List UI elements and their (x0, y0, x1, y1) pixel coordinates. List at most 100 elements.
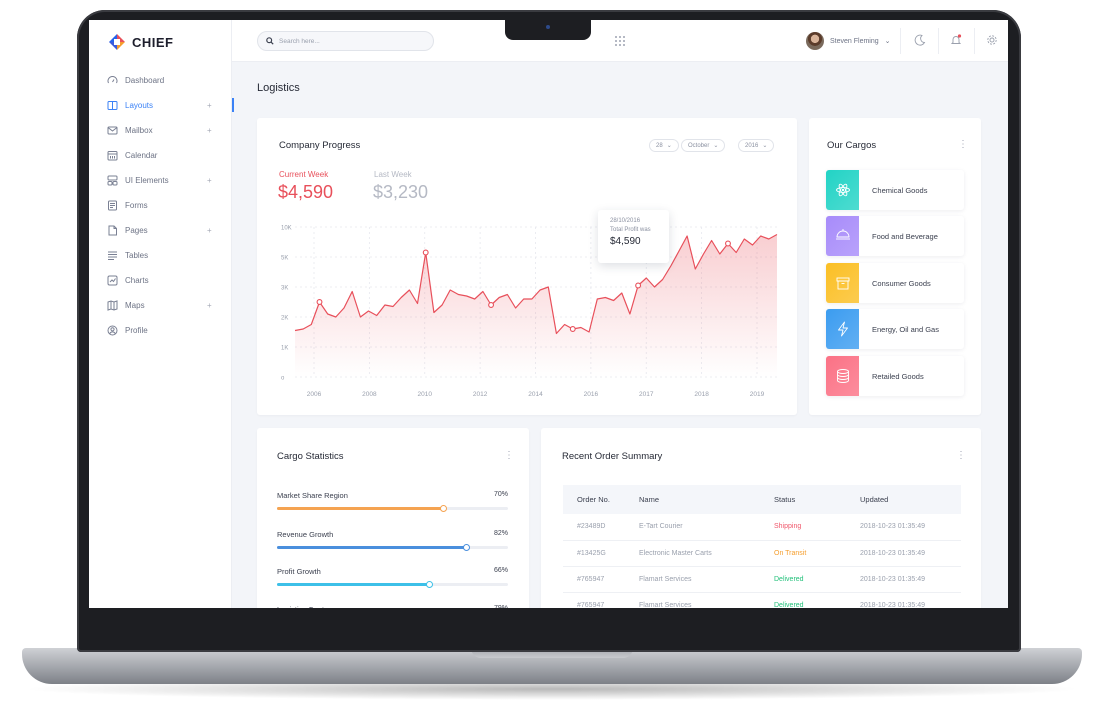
sidebar-item-charts[interactable]: Charts (89, 268, 232, 293)
x-tick-label: 2016 (584, 391, 599, 398)
sidebar-item-maps[interactable]: Maps + (89, 293, 232, 318)
status-badge: On Transit (774, 540, 860, 567)
stat-label: Revenue Growth (277, 530, 334, 539)
gear-icon[interactable] (986, 34, 998, 46)
progress-track (277, 505, 508, 512)
cargo-item[interactable]: Consumer Goods (826, 263, 964, 303)
sidebar-item-dashboard[interactable]: Dashboard (89, 68, 232, 93)
progress-handle[interactable] (425, 581, 433, 588)
stat-row: Logistics Centers79% (277, 605, 508, 608)
order-number: #13425G (563, 540, 639, 567)
x-tick-label: 2010 (418, 391, 433, 398)
cargo-label: Consumer Goods (872, 278, 931, 288)
sidebar-item-calendar[interactable]: Calendar (89, 143, 232, 168)
column-header[interactable]: Name (639, 485, 774, 514)
order-number: #23489D (563, 514, 639, 541)
month-select[interactable]: October ⌄ (681, 139, 726, 152)
sidebar-item-ui-elements[interactable]: UI Elements + (89, 168, 232, 193)
progress-handle[interactable] (439, 505, 447, 512)
cargo-tile (826, 263, 859, 303)
search-input[interactable]: Search here... (257, 31, 434, 51)
brand-logo[interactable]: CHIEF (108, 32, 174, 52)
moon-icon[interactable] (914, 34, 926, 46)
progress-handle[interactable] (462, 544, 470, 551)
progress-track (277, 581, 508, 588)
column-header[interactable]: Status (774, 485, 860, 514)
stat-row: Market Share Region 70% (277, 491, 508, 512)
y-tick-label: 2K (281, 316, 288, 322)
stat-percent: 66% (493, 567, 508, 574)
brand-name: CHIEF (132, 34, 174, 50)
stat-label: Profit Growth (277, 567, 321, 576)
cargo-label: Retailed Goods (872, 371, 924, 381)
stat-label: Market Share Region (277, 491, 348, 500)
table-icon (107, 250, 118, 261)
sidebar-item-forms[interactable]: Forms (89, 193, 232, 218)
sidebar-item-tables[interactable]: Tables (89, 243, 232, 268)
page-title: Logistics (257, 82, 300, 94)
cargo-item[interactable]: Retailed Goods (826, 356, 964, 396)
sidebar-item-profile[interactable]: Profile (89, 318, 232, 343)
day-select[interactable]: 28 ⌄ (649, 139, 679, 152)
status-badge: Delivered (774, 592, 860, 608)
sidebar-item-mailbox[interactable]: Mailbox + (89, 118, 232, 143)
sidebar-item-label: Pages (125, 226, 148, 235)
expand-icon[interactable]: + (207, 226, 212, 235)
sidebar-item-pages[interactable]: Pages + (89, 218, 232, 243)
status-badge: Delivered (774, 566, 860, 593)
more-icon[interactable]: ⋮ (958, 139, 968, 150)
updated-time: 2018-10-23 01:35:49 (860, 514, 961, 541)
expand-icon[interactable]: + (207, 101, 212, 110)
apps-grid-icon[interactable] (615, 36, 625, 46)
pages-icon (107, 225, 118, 236)
company-progress-card: Company Progress 28 ⌄ October ⌄ 2016 ⌄ Curr… (257, 118, 797, 415)
x-tick-label: 2012 (473, 391, 488, 398)
progress-chart[interactable]: o 1K 2K 3K 5K 10K 2006 2008 2010 2012 2014 2016 2017… (257, 118, 797, 415)
cargo-item[interactable]: Chemical Goods (826, 170, 964, 210)
y-tick-label: 10K (281, 226, 292, 232)
table-row[interactable]: #23489D E-Tart Courier Shipping 2018-10-23 … (563, 514, 961, 541)
year-select-value: 2016 (745, 142, 759, 149)
tooltip-date: 28/10/2016 (610, 218, 641, 224)
column-header[interactable]: Updated (860, 485, 961, 514)
orders-table: Order No. Name Status Updated #23489D E-Tart… (563, 485, 961, 608)
year-select[interactable]: 2016 ⌄ (738, 139, 775, 152)
more-icon[interactable]: ⋮ (956, 450, 966, 461)
expand-icon[interactable]: + (207, 176, 212, 185)
recent-orders-card: Recent Order Summary ⋮ Order No. Name Stat… (541, 428, 981, 608)
sidebar-item-layouts[interactable]: Layouts + (89, 93, 234, 118)
calendar-icon (107, 150, 118, 161)
sidebar-item-label: Profile (125, 326, 148, 335)
user-menu[interactable]: Steven Fleming ⌄ (806, 31, 891, 51)
stat-row: Profit Growth 66% (277, 567, 508, 588)
chart-point (725, 240, 731, 247)
progress-fill (277, 583, 430, 586)
top-header: Search here... Steven Fleming ⌄ (232, 20, 1008, 62)
y-tick-label: 1K (281, 346, 288, 352)
food-icon (835, 229, 850, 240)
cargo-item[interactable]: Food and Beverage (826, 216, 964, 256)
screen: CHIEF Dashboard Layouts + Mailbox + Calendar U… (89, 20, 1008, 608)
y-tick-label: 3K (281, 286, 288, 292)
table-row[interactable]: #765947 Flamart Services Delivered 2018-10-… (563, 566, 961, 593)
last-week-value: $3,230 (373, 182, 429, 202)
y-tick-label: 5K (281, 256, 288, 262)
expand-icon[interactable]: + (207, 301, 212, 310)
stat-percent: 70% (493, 491, 508, 498)
avatar (806, 32, 824, 50)
more-icon[interactable]: ⋮ (504, 450, 514, 461)
table-body: #23489D E-Tart Courier Shipping 2018-10-23 … (563, 514, 961, 608)
expand-icon[interactable]: + (207, 126, 212, 135)
bell-icon[interactable] (950, 34, 962, 46)
cargo-tile (826, 356, 859, 396)
table-row[interactable]: #13425G Electronic Master Carts On Transit… (563, 540, 961, 567)
updated-time: 2018-10-23 01:35:49 (860, 592, 961, 608)
cargo-item[interactable]: Energy, Oil and Gas (826, 309, 964, 349)
cargo-tile (826, 216, 859, 256)
x-tick-label: 2019 (750, 391, 765, 398)
sidebar-item-label: Calendar (125, 151, 158, 160)
sidebar-item-label: Dashboard (125, 76, 165, 85)
column-header[interactable]: Order No. (563, 485, 639, 514)
table-row[interactable]: #765947 Flamart Services Delivered 2018-10-… (563, 592, 961, 608)
table-header-row: Order No. Name Status Updated (563, 485, 961, 514)
